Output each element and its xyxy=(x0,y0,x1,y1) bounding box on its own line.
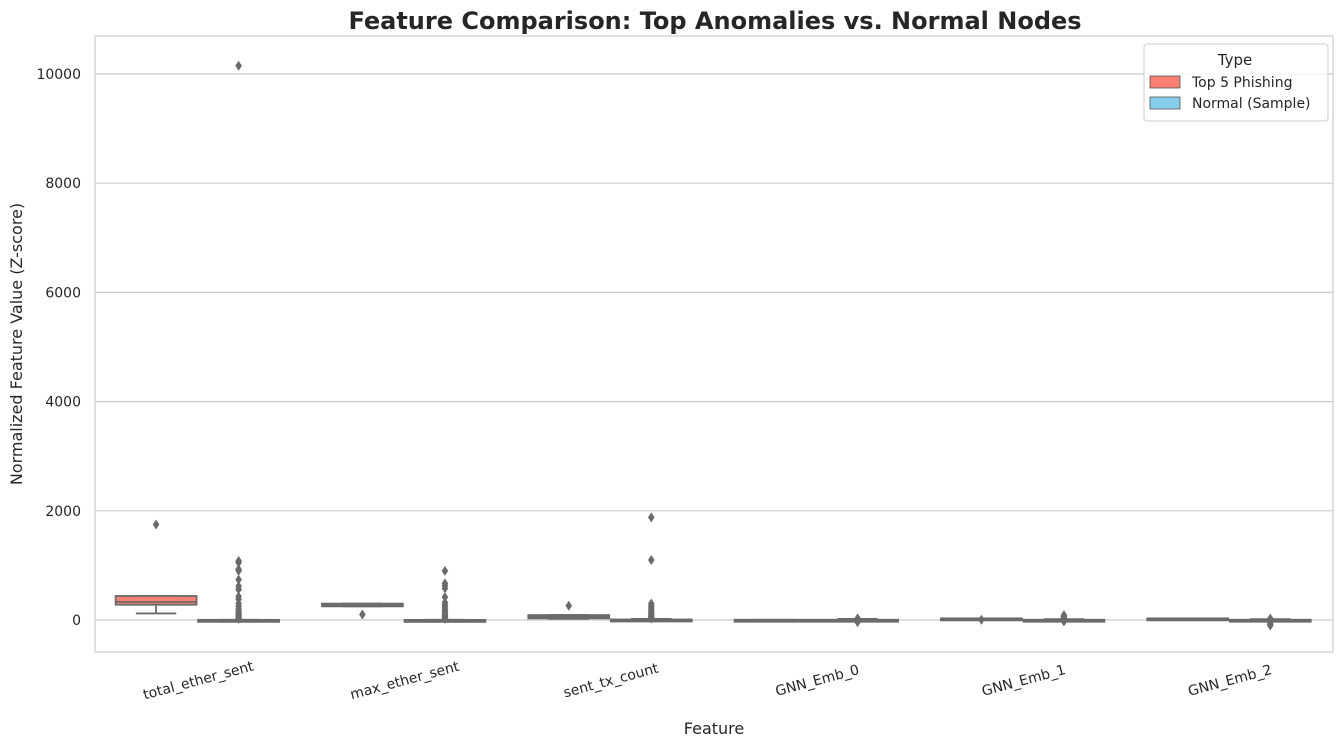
y-tick-label: 10000 xyxy=(36,67,81,83)
outlier-point xyxy=(1266,620,1274,631)
legend-label: Top 5 Phishing xyxy=(1191,75,1292,91)
x-tick-label: total_ether_sent xyxy=(141,658,255,703)
outlier-point xyxy=(235,60,242,71)
box-sent_tx_count-0 xyxy=(527,600,611,620)
box-GNN_Emb_0-0 xyxy=(733,618,817,623)
box-sent_tx_count-1 xyxy=(609,512,693,624)
box-GNN_Emb_2-1 xyxy=(1228,613,1312,631)
y-axis-label: Normalized Feature Value (Z-score) xyxy=(7,203,26,485)
box-series xyxy=(114,60,1312,631)
outlier-point xyxy=(441,565,449,576)
outlier-point xyxy=(647,554,655,565)
outlier-point xyxy=(978,614,985,625)
x-tick-label: GNN_Emb_2 xyxy=(1186,662,1273,700)
box-GNN_Emb_0-1 xyxy=(816,613,899,628)
legend: Type Top 5 Phishing Normal (Sample) xyxy=(1143,43,1329,122)
box-iqr xyxy=(114,595,198,606)
outlier-point xyxy=(235,613,242,624)
outlier-point xyxy=(152,519,160,530)
outlier-point xyxy=(565,600,573,611)
box-total_ether_sent-1 xyxy=(197,60,280,624)
legend-items: Top 5 Phishing Normal (Sample) xyxy=(1149,75,1311,112)
outlier-point xyxy=(441,613,449,624)
legend-swatch xyxy=(1149,96,1181,110)
box-max_ether_sent-1 xyxy=(403,565,487,624)
x-tick-label: GNN_Emb_0 xyxy=(774,662,861,700)
outlier-point xyxy=(235,584,242,595)
x-tick-label: max_ether_sent xyxy=(349,659,462,704)
y-tick-label: 6000 xyxy=(45,285,81,301)
chart-title: Feature Comparison: Top Anomalies vs. No… xyxy=(348,7,1081,35)
legend-label: Normal (Sample) xyxy=(1192,96,1311,112)
outlier-point xyxy=(647,512,655,523)
outlier-point xyxy=(854,617,861,628)
x-axis-ticks: total_ether_sent max_ether_sent sent_tx_co… xyxy=(141,658,1273,703)
y-tick-label: 0 xyxy=(72,613,81,629)
outlier-point xyxy=(235,574,242,585)
legend-swatch xyxy=(1149,75,1181,89)
outlier-point xyxy=(235,557,242,568)
outlier-point xyxy=(1060,616,1068,627)
box-max_ether_sent-0 xyxy=(321,602,404,620)
x-axis-label: Feature xyxy=(684,719,744,738)
legend-frame xyxy=(1143,43,1329,122)
outlier-point xyxy=(441,583,449,594)
y-tick-label: 8000 xyxy=(45,176,81,192)
x-tick-label: GNN_Emb_1 xyxy=(980,662,1067,700)
box-total_ether_sent-0 xyxy=(114,519,198,615)
x-tick-label: sent_tx_count xyxy=(562,660,661,701)
legend-title: Type xyxy=(1217,51,1252,69)
y-tick-label: 2000 xyxy=(45,504,81,520)
plot-frame xyxy=(94,35,1334,653)
outlier-point xyxy=(441,592,449,603)
y-axis-ticks: 0 2000 4000 6000 8000 10000 xyxy=(36,67,81,629)
y-tick-label: 4000 xyxy=(45,395,81,411)
grid-lines xyxy=(95,73,1333,621)
outlier-point xyxy=(235,565,242,576)
box-GNN_Emb_1-0 xyxy=(940,614,1023,625)
box-GNN_Emb_2-0 xyxy=(1146,617,1230,622)
outlier-point xyxy=(647,613,655,624)
box-GNN_Emb_1-1 xyxy=(1022,610,1106,627)
outlier-point xyxy=(359,609,366,620)
